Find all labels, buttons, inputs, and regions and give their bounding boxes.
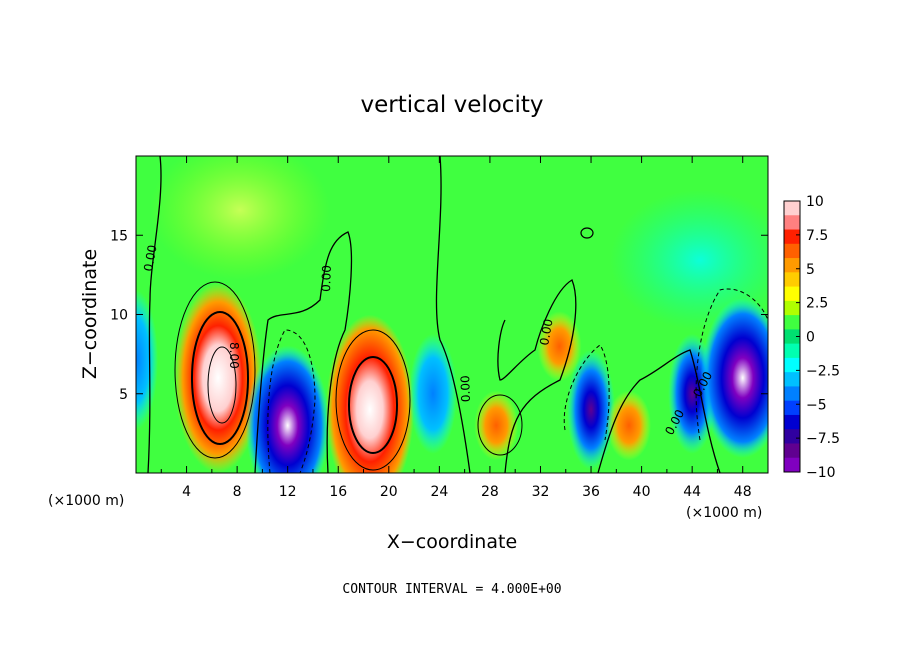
colorbar-swatch — [784, 400, 800, 416]
colorbar-swatch — [784, 457, 800, 473]
x-axis: 4 8 12 16 20 24 28 32 36 40 44 48 — [160, 156, 752, 500]
contour-lines — [147, 156, 768, 473]
contour-downdraft-dash-2 — [695, 288, 768, 441]
contour-updraft2-outer — [335, 329, 411, 471]
upper-right-cyan — [610, 190, 768, 330]
colorbar-swatch — [784, 443, 800, 459]
upper-field-yellowish — [150, 156, 330, 280]
colorbar-tick-label: 5 — [806, 262, 815, 278]
colorbar-swatch — [784, 315, 800, 330]
contour-interval-annotation: CONTOUR INTERVAL = 4.000E+00 — [342, 582, 561, 597]
contour-updraft1-12 — [207, 346, 237, 424]
contour-updraft1-outer — [174, 281, 256, 459]
field-downdraft-3 — [409, 333, 458, 454]
y-tick-label: 10 — [110, 308, 128, 324]
colorbar-swatch — [784, 258, 800, 273]
contour-label-3: 0.00 — [458, 375, 473, 402]
plot-area: 0.00 0.00 0.00 8.00 0.00 0.00 0.00 — [136, 156, 768, 473]
contour-label-4: 8.00 — [227, 342, 241, 369]
y-axis-label: Z−coordinate — [79, 249, 101, 379]
contour-updraft3 — [477, 394, 523, 456]
colorbar-tick-label: 2.5 — [806, 296, 828, 312]
x-tick-label: 24 — [430, 484, 448, 500]
colorbar-tick-label: −5 — [806, 397, 827, 413]
colorbar-swatch — [784, 372, 800, 387]
contour-zero-right — [597, 349, 721, 473]
x-tick-label: 48 — [734, 484, 752, 500]
colorbar-tick-label: −7.5 — [806, 431, 840, 447]
colorbar-swatch — [784, 286, 800, 302]
x-tick-label: 20 — [380, 484, 398, 500]
colorbar-swatch — [784, 357, 800, 373]
colorbar-tick-label: 0 — [806, 330, 815, 346]
contour-small-loop — [580, 227, 594, 239]
colorbar-swatch — [784, 300, 800, 316]
colorbar-swatch — [784, 229, 800, 245]
x-tick-label: 16 — [329, 484, 347, 500]
x-tick-label: 28 — [481, 484, 499, 500]
y-axis: 5 10 15 — [110, 228, 768, 403]
colorbar-swatch — [784, 215, 800, 231]
x-tick-label: 8 — [233, 484, 242, 500]
contour-updraft1-8 — [191, 311, 249, 445]
contour-zero-left — [147, 156, 162, 473]
colorbar-swatch — [784, 429, 800, 444]
contour-label-2: 0.00 — [319, 265, 334, 292]
x-tick-label: 40 — [633, 484, 651, 500]
y-tick-label: 15 — [110, 228, 128, 244]
x-tick-label: 44 — [683, 484, 701, 500]
field-downdraft-6 — [567, 349, 616, 470]
colorbar-swatch — [784, 329, 800, 345]
colorbar-tick-label: 10 — [806, 194, 824, 210]
x-tick-label: 32 — [532, 484, 550, 500]
chart-title: vertical velocity — [361, 92, 544, 118]
field-downdraft-9 — [700, 297, 768, 458]
x-unit-label-left: (×1000 m) — [48, 493, 124, 509]
contour-label-1: 0.00 — [141, 244, 159, 273]
colorbar-swatch — [784, 343, 800, 359]
contour-downdraft-dash-3 — [563, 344, 610, 441]
colorbar-tick-label: −10 — [806, 465, 836, 481]
contour-downdraft-dash-1 — [267, 329, 316, 473]
x-axis-label: X−coordinate — [387, 531, 517, 553]
colorbar-swatch — [784, 386, 800, 402]
contour-zero-mid-1 — [254, 231, 353, 473]
colorbar: 10 7.5 5 2.5 0 −2.5 −5 −7.5 −10 — [783, 194, 840, 481]
colorbar-swatch — [784, 201, 800, 216]
contour-zero-mid-3 — [497, 279, 577, 473]
y-tick-label: 5 — [119, 387, 128, 403]
x-tick-label: 12 — [279, 484, 297, 500]
colorbar-tick-label: 7.5 — [806, 228, 828, 244]
left-edge-downdraft — [136, 290, 158, 430]
x-tick-label: 36 — [582, 484, 600, 500]
field-updraft-4 — [474, 390, 519, 461]
colorbar-swatch — [784, 414, 800, 430]
colorbar-tick-label: −2.5 — [806, 363, 840, 379]
contour-zero-mid-2 — [435, 156, 471, 473]
x-unit-label-right: (×1000 m) — [686, 505, 762, 521]
contour-label-5: 0.00 — [537, 318, 555, 347]
colorbar-swatch — [784, 272, 800, 288]
colorbar-swatch — [784, 243, 800, 259]
contour-updraft2-8 — [348, 356, 398, 454]
field-updraft-5 — [537, 311, 582, 382]
field-updraft-7 — [606, 390, 651, 461]
x-tick-label: 4 — [182, 484, 191, 500]
field-downdraft-1 — [245, 345, 330, 473]
